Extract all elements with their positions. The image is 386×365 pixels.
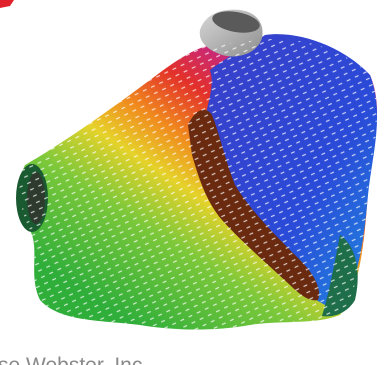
caption: se Webster, Inc [0, 354, 142, 365]
vessel-opening [212, 11, 260, 33]
corner-mark [0, 0, 14, 8]
flow-vectors [19, 39, 378, 330]
